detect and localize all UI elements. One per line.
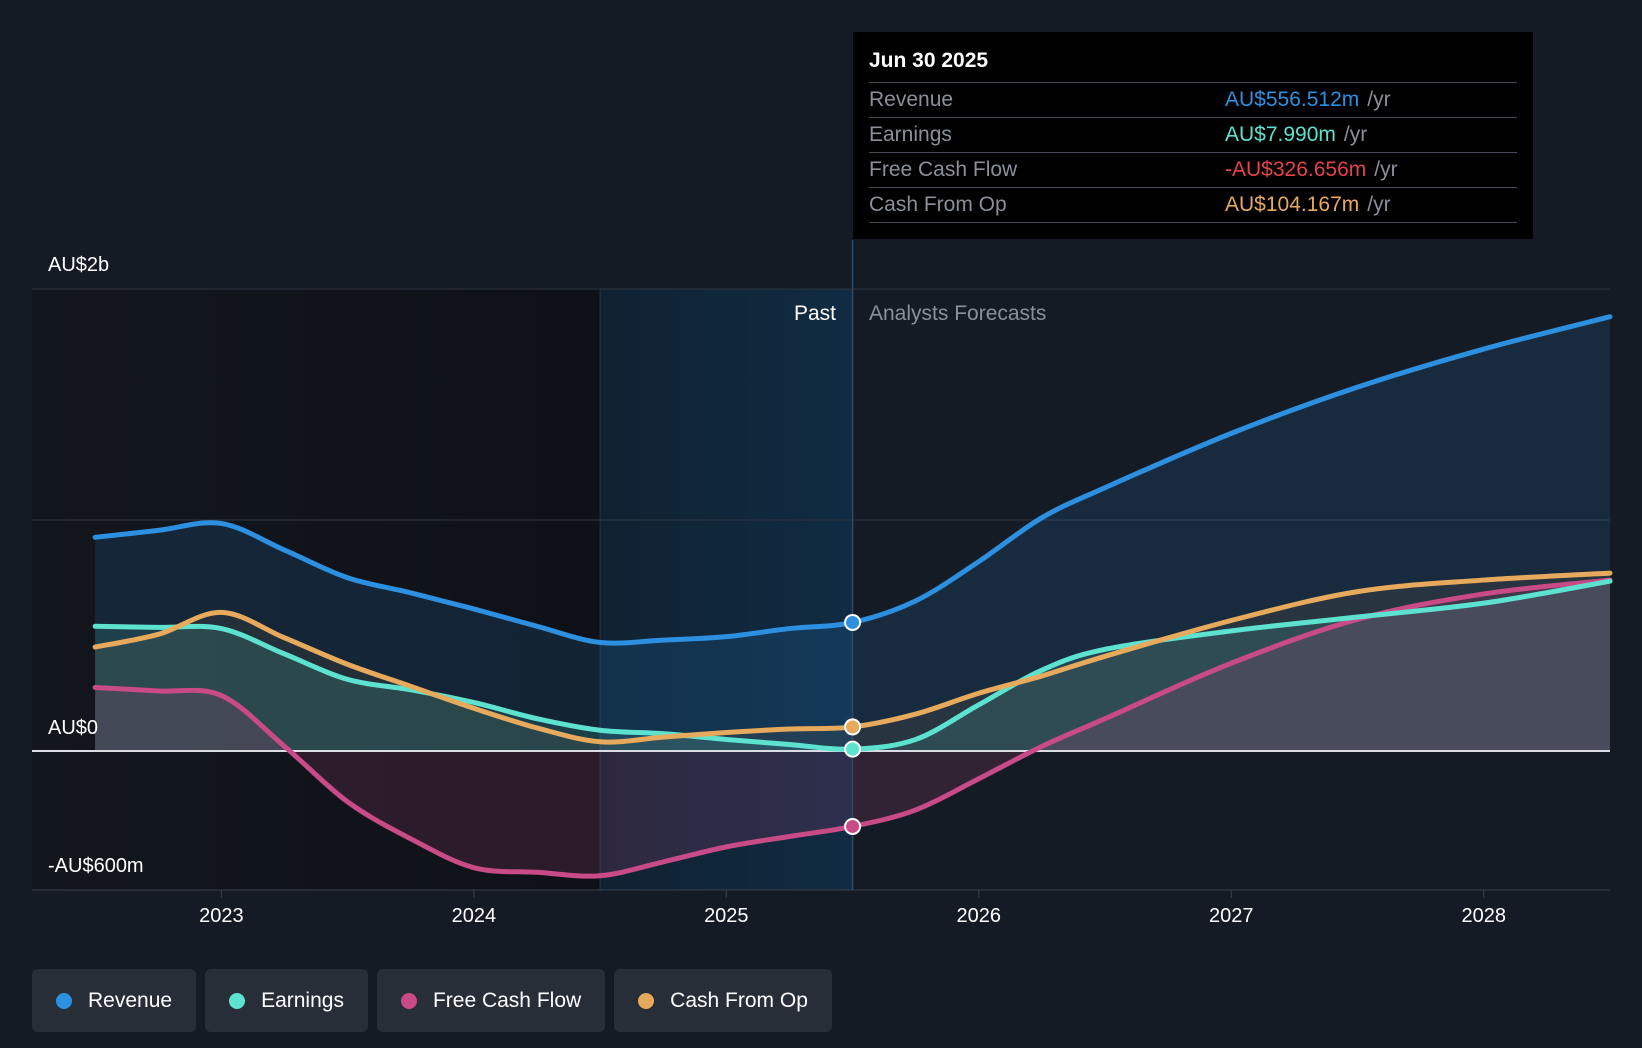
legend-label: Cash From Op xyxy=(670,988,808,1012)
tooltip-value: -AU$326.656m xyxy=(1225,158,1367,181)
legend-label: Earnings xyxy=(261,988,344,1012)
legend-label: Revenue xyxy=(88,988,173,1012)
y-label-top: AU$2b xyxy=(48,254,109,276)
legend-label: Free Cash Flow xyxy=(432,988,582,1012)
y-label-bottom: -AU$600m xyxy=(48,855,144,877)
free-cash-flow-dot-icon xyxy=(400,992,417,1009)
tooltip-unit: /yr xyxy=(1343,123,1368,146)
x-tick-label: 2023 xyxy=(199,905,244,927)
revenue-dot-icon xyxy=(56,992,72,1009)
x-tick-label: 2028 xyxy=(1462,905,1507,927)
revenue-marker[interactable] xyxy=(844,613,862,631)
cash-from-op-dot-icon xyxy=(638,992,655,1009)
legend-item-earnings[interactable]: Earnings xyxy=(205,969,368,1032)
tooltip-name: Free Cash Flow xyxy=(869,158,1018,181)
chart-canvas: AU$2b AU$0 -AU$600m Past Analysts Foreca… xyxy=(32,240,1613,927)
free-cash-flow-area xyxy=(95,580,1611,877)
tooltip-date: Jun 30 2025 xyxy=(869,46,1517,83)
x-tick-label: 2025 xyxy=(704,905,749,927)
free-cash-flow-line xyxy=(92,577,1613,879)
cash-from-op-area xyxy=(95,573,1611,751)
cash-from-op-marker[interactable] xyxy=(844,718,862,736)
tooltip-value: AU$556.512m xyxy=(1225,88,1360,111)
tooltip-panel: Jun 30 2025 Revenue AU$556.512m /yr Earn… xyxy=(853,32,1533,239)
x-tick-label: 2027 xyxy=(1209,905,1254,927)
tooltip-name: Revenue xyxy=(869,88,954,111)
legend-item-free-cash-flow[interactable]: Free Cash Flow xyxy=(376,969,606,1032)
tooltip-unit: /yr xyxy=(1367,193,1391,216)
revenue-line xyxy=(92,314,1613,646)
legend-item-cash-from-op[interactable]: Cash From Op xyxy=(614,969,832,1032)
forecast-label: Analysts Forecasts xyxy=(869,302,1046,325)
tooltip-row-free-cash-flow: Free Cash Flow -AU$326.656m /yr xyxy=(869,153,1517,188)
cash-from-op-line xyxy=(92,570,1613,745)
x-tick-label: 2024 xyxy=(452,905,497,927)
tooltip-unit: /yr xyxy=(1374,158,1398,181)
earnings-dot-icon xyxy=(229,992,246,1009)
tooltip-value: AU$104.167m xyxy=(1225,193,1360,216)
tooltip-name: Earnings xyxy=(869,123,952,146)
tooltip-unit: /yr xyxy=(1367,88,1391,111)
tooltip-row-cash-from-op: Cash From Op AU$104.167m /yr xyxy=(869,188,1517,223)
tooltip-row-revenue: Revenue AU$556.512m /yr xyxy=(869,83,1517,118)
earnings-line xyxy=(92,578,1613,752)
past-label: Past xyxy=(794,302,836,325)
tooltip-value: AU$7.990m xyxy=(1225,123,1336,146)
highlight-region xyxy=(600,289,853,890)
x-tick-label: 2026 xyxy=(957,905,1002,927)
legend-item-revenue[interactable]: Revenue xyxy=(32,969,197,1032)
revenue-area xyxy=(95,316,1611,751)
earnings-marker[interactable] xyxy=(844,740,862,758)
legend: Revenue Earnings Free Cash Flow Cash Fro… xyxy=(32,969,832,1032)
past-region xyxy=(32,289,601,890)
tooltip-row-earnings: Earnings AU$7.990m /yr xyxy=(869,118,1517,153)
y-label-zero: AU$0 xyxy=(48,717,98,739)
free-cash-flow-marker[interactable] xyxy=(844,817,862,835)
tooltip-name: Cash From Op xyxy=(869,193,1007,216)
